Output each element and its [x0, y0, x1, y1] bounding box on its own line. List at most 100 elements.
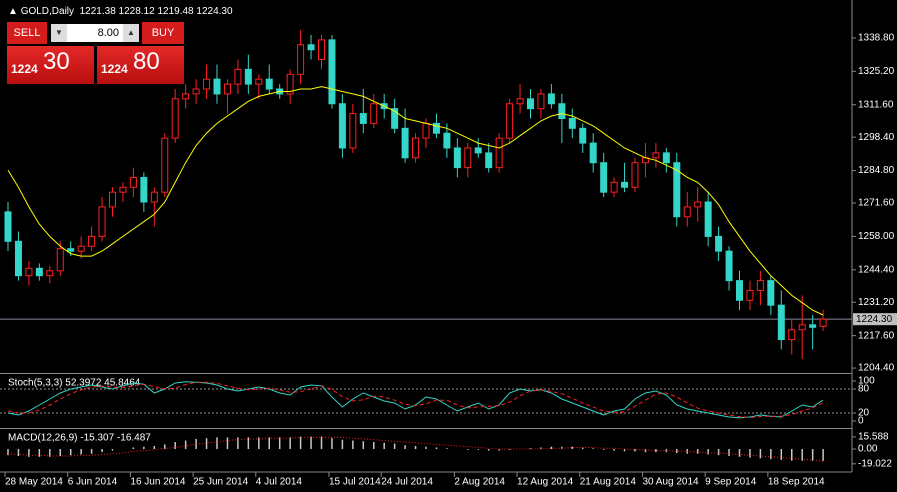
x-tick-label: 9 Sep 2014 — [705, 477, 757, 488]
candle-body — [359, 113, 367, 124]
candle-body — [244, 68, 252, 85]
buy-price-big: 1224 — [101, 62, 128, 76]
candle-body — [161, 137, 169, 193]
candle-body — [150, 191, 158, 203]
candle-body — [527, 98, 534, 110]
buy-price-small: 80 — [133, 48, 160, 75]
y-tick-label: 1284.80 — [858, 165, 895, 176]
y-tick-label: 1244.40 — [858, 264, 895, 275]
candle-body — [46, 270, 54, 277]
candle-body — [777, 304, 785, 341]
chart-header: ▲ GOLD,Daily 1221.38 1228.12 1219.48 122… — [8, 6, 233, 17]
y-tick-label: 0.00 — [858, 444, 878, 455]
candle-body — [129, 176, 137, 188]
x-tick-label: 2 Aug 2014 — [454, 477, 505, 488]
indicator-label: MACD(12,26,9) -15.307 -16.487 — [8, 433, 151, 444]
candle-body — [662, 152, 670, 164]
candle-body — [182, 93, 190, 100]
y-tick-label: 1258.00 — [858, 231, 895, 242]
candle-body — [715, 235, 723, 252]
y-tick-label: 0 — [858, 416, 864, 427]
candle-body — [547, 93, 555, 105]
candle-body — [171, 98, 179, 139]
candle-body — [265, 78, 273, 90]
price-tag — [853, 313, 897, 326]
candle-body — [464, 147, 472, 169]
x-tick-label: 21 Aug 2014 — [580, 477, 637, 488]
price-tag-label: 1224.30 — [856, 314, 893, 325]
x-tick-label: 25 Jun 2014 — [193, 477, 248, 488]
candle-body — [631, 162, 639, 188]
candle-body — [213, 78, 221, 95]
candle-body — [140, 176, 148, 203]
sell-button[interactable]: SELL — [7, 22, 47, 44]
ohlc: 1221.38 1228.12 1219.48 1224.30 — [79, 6, 233, 17]
candle-body — [307, 44, 315, 51]
indicator-label: Stoch(5,3,3) 52.3972 45.8464 — [8, 378, 141, 389]
buy-button[interactable]: BUY — [142, 22, 184, 44]
candle-body — [4, 211, 12, 242]
candle-body — [234, 68, 242, 85]
candle-body — [412, 137, 420, 159]
candle-body — [25, 267, 33, 277]
candle-body — [809, 324, 817, 328]
candle-body — [297, 44, 305, 75]
volume-up[interactable]: ▲ — [123, 24, 139, 42]
candle-body — [568, 117, 576, 129]
candle-body — [349, 113, 357, 149]
sell-price[interactable]: 1224 30 — [7, 46, 94, 84]
y-tick-label: 1298.40 — [858, 132, 895, 143]
candle-body — [14, 240, 22, 277]
x-tick-label: 12 Aug 2014 — [517, 477, 574, 488]
x-tick-label: 4 Jul 2014 — [256, 477, 303, 488]
candle-body — [223, 83, 231, 95]
candle-body — [485, 152, 493, 169]
candle-body — [401, 127, 409, 159]
candle-body — [600, 162, 608, 193]
indicator-line — [7, 86, 824, 316]
indicator-line — [7, 381, 824, 418]
candle-body — [422, 122, 430, 139]
y-tick-label: 80 — [858, 384, 870, 395]
trade-panel: SELL BUY 8.00 ▼ ▲ 1224 30 1224 80 — [7, 22, 184, 84]
candle-body — [798, 324, 806, 331]
candle-body — [788, 329, 796, 341]
y-tick-label: 1311.60 — [858, 99, 894, 110]
candle-body — [203, 78, 211, 90]
y-tick-label: 15.588 — [858, 432, 889, 443]
candle-body — [98, 206, 106, 237]
candle-body — [474, 147, 482, 154]
candle-body — [56, 248, 64, 272]
volume-down[interactable]: ▼ — [51, 24, 67, 42]
candle-body — [391, 108, 399, 129]
candle-body — [704, 201, 712, 237]
candle-body — [338, 103, 346, 149]
candle-body — [652, 152, 660, 159]
y-tick-label: 1204.40 — [858, 363, 895, 374]
candle-body — [506, 103, 514, 139]
sell-price-big: 1224 — [11, 62, 38, 76]
candle-body — [453, 147, 461, 169]
y-tick-label: 1217.60 — [858, 330, 895, 341]
candle-body — [443, 132, 451, 149]
symbol: GOLD,Daily — [20, 6, 75, 17]
x-tick-label: 16 Jun 2014 — [130, 477, 185, 488]
candle-body — [537, 93, 545, 110]
candle-body — [35, 267, 43, 277]
x-tick-label: 6 Jun 2014 — [68, 477, 118, 488]
candle-body — [67, 248, 75, 252]
buy-price[interactable]: 1224 80 — [97, 46, 184, 84]
candle-body — [286, 73, 294, 95]
y-tick-label: -19.022 — [858, 458, 892, 469]
x-tick-label: 18 Sep 2014 — [768, 477, 825, 488]
y-tick-label: 1231.20 — [858, 297, 895, 308]
candle-body — [756, 280, 764, 291]
candle-body — [255, 78, 263, 85]
candle-body — [819, 318, 827, 327]
x-tick-label: 24 Jul 2014 — [381, 477, 433, 488]
sell-price-small: 30 — [43, 48, 70, 75]
volume-input[interactable]: 8.00 — [51, 24, 139, 42]
candle-body — [109, 191, 116, 208]
